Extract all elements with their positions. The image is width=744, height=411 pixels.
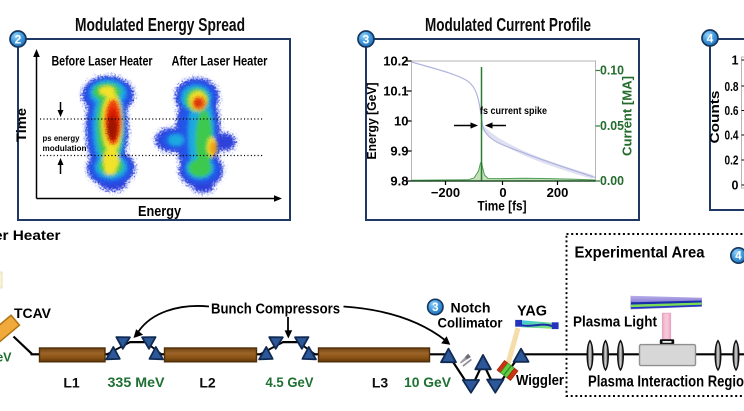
svg-text:4.5 GeV: 4.5 GeV — [266, 374, 315, 390]
svg-text:10 GeV: 10 GeV — [404, 374, 452, 390]
svg-text:0.8: 0.8 — [725, 80, 739, 94]
svg-text:9.9: 9.9 — [390, 144, 408, 159]
svg-text:1: 1 — [732, 54, 739, 68]
svg-text:135 MeV: 135 MeV — [0, 351, 12, 365]
svg-text:Modulated Energy Spread: Modulated Energy Spread — [75, 15, 245, 35]
svg-text:Collimator: Collimator — [438, 315, 504, 331]
svg-text:Energy: Energy — [138, 203, 182, 220]
svg-text:335 MeV: 335 MeV — [108, 374, 166, 390]
svg-text:0: 0 — [499, 185, 506, 200]
svg-text:Laser Heater: Laser Heater — [0, 227, 61, 243]
svg-text:L1: L1 — [63, 375, 80, 391]
svg-text:Current [MA]: Current [MA] — [621, 76, 635, 156]
svg-text:Time [fs]: Time [fs] — [478, 199, 527, 214]
svg-text:Experimental Area: Experimental Area — [575, 245, 705, 262]
svg-text:0.4: 0.4 — [725, 129, 739, 143]
svg-text:0.00: 0.00 — [600, 174, 624, 188]
svg-text:fs current spike: fs current spike — [480, 106, 547, 117]
svg-text:3: 3 — [432, 302, 438, 314]
svg-text:10.2: 10.2 — [383, 54, 408, 69]
svg-text:modulation: modulation — [43, 143, 87, 153]
svg-text:4: 4 — [707, 31, 714, 45]
svg-text:0.10: 0.10 — [600, 64, 624, 78]
svg-text:After Laser Heater: After Laser Heater — [172, 53, 268, 69]
svg-text:Plasma Light: Plasma Light — [573, 315, 657, 331]
svg-text:Before Laser Heater: Before Laser Heater — [52, 53, 153, 69]
svg-text:Modulated Current Profile: Modulated Current Profile — [425, 15, 591, 35]
svg-text:200: 200 — [547, 185, 569, 200]
svg-text:3: 3 — [363, 32, 370, 46]
svg-text:10.1: 10.1 — [383, 84, 408, 99]
svg-text:Time: Time — [13, 108, 29, 142]
svg-text:4: 4 — [735, 251, 742, 263]
svg-text:L2: L2 — [199, 375, 216, 391]
svg-text:0: 0 — [732, 179, 739, 193]
svg-text:ps energy: ps energy — [43, 133, 80, 143]
svg-text:10: 10 — [394, 114, 408, 129]
svg-text:9.8: 9.8 — [390, 174, 408, 189]
svg-text:Plasma Interaction Region: Plasma Interaction Region — [588, 374, 744, 391]
svg-text:Bunch Compressors: Bunch Compressors — [211, 302, 340, 318]
svg-text:Energy [GeV]: Energy [GeV] — [364, 83, 379, 160]
svg-text:L3: L3 — [372, 375, 389, 391]
svg-text:Wiggler: Wiggler — [516, 373, 564, 389]
svg-text:0.6: 0.6 — [725, 104, 739, 118]
svg-text:0.05: 0.05 — [600, 119, 624, 133]
svg-text:0.2: 0.2 — [725, 154, 739, 168]
svg-text:YAG: YAG — [517, 304, 547, 320]
svg-text:2: 2 — [15, 32, 22, 46]
svg-text:Counts: Counts — [707, 91, 722, 144]
svg-text:TCAV: TCAV — [14, 305, 52, 321]
svg-text:Notch: Notch — [451, 300, 491, 316]
svg-text:−200: −200 — [431, 185, 460, 200]
